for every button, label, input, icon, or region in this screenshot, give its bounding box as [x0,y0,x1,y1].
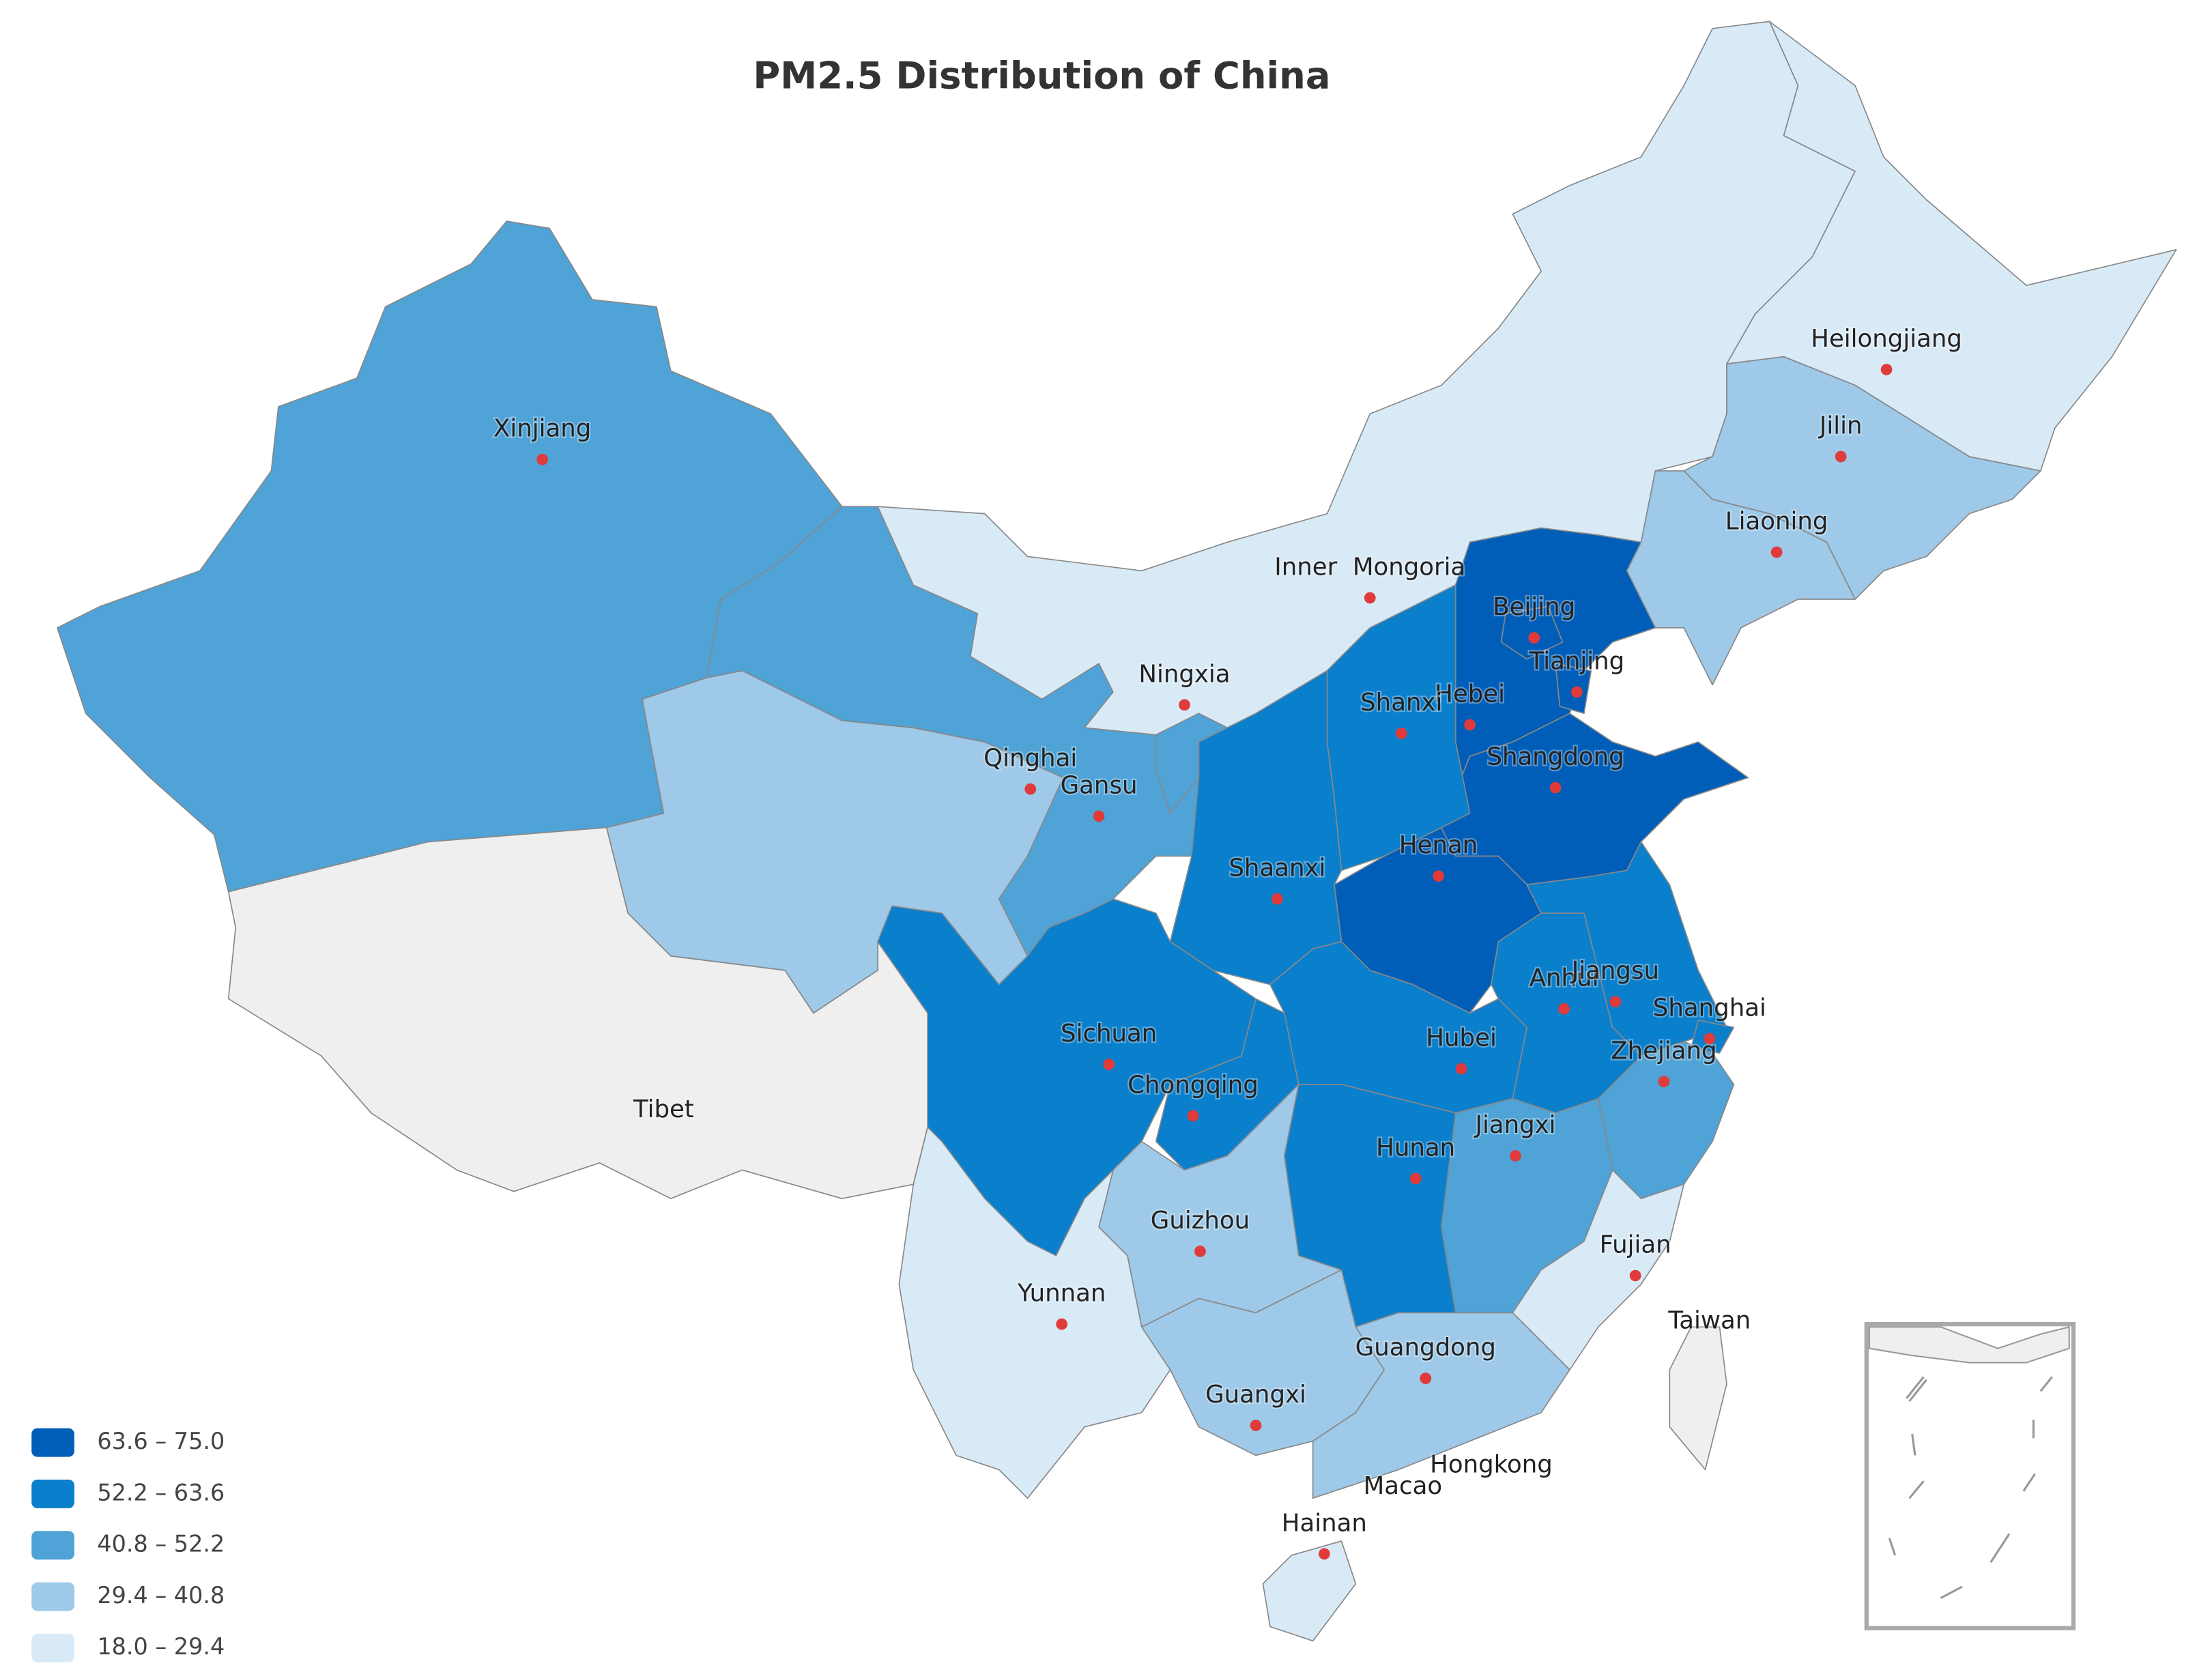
region-label: Guizhou [1151,1207,1250,1235]
legend-swatch [31,1582,74,1611]
city-dot [1629,1269,1641,1282]
region-label: Macao [1364,1472,1442,1500]
city-dot [1056,1318,1068,1330]
region-label: Shangdong [1486,743,1624,771]
region-label: Jiangxi [1474,1111,1555,1139]
region-label: Inner Mongoria [1274,553,1465,581]
legend-swatch [31,1531,74,1560]
region-label: Anhui [1529,964,1599,992]
inset-land [1868,1325,2070,1364]
region-label: Ningxia [1138,660,1230,688]
city-dot [1510,1150,1521,1162]
city-dot [1571,686,1583,698]
legend: 63.6 – 75.0 52.2 – 63.6 40.8 – 52.2 29.4 – … [31,1428,225,1663]
city-dot [1319,1548,1330,1560]
region-label: Sichuan [1061,1020,1157,1048]
city-dot [1880,364,1893,375]
region-label: Hainan [1282,1509,1367,1537]
region-label: Liaoning [1725,508,1828,536]
city-dot [1609,996,1622,1008]
south-sea-inset [1864,1322,2076,1630]
city-dot [1179,699,1190,711]
city-dots [536,364,1893,1560]
province [1512,1169,1685,1370]
region-label: Hubei [1426,1024,1497,1052]
region-label: Taiwan [1667,1306,1751,1334]
city-dot [1250,1420,1262,1431]
region-label: Jilin [1818,412,1863,440]
region-label: Fujian [1600,1231,1671,1259]
city-dot [1364,592,1376,604]
region-label: Gansu [1061,771,1138,799]
city-dot [1770,546,1783,558]
region-label: Hebei [1435,680,1505,708]
region-label: Hunan [1376,1134,1455,1162]
region-label: Hongkong [1430,1451,1553,1479]
region-label: Jiangsu [1570,957,1659,985]
city-dot [1194,1246,1206,1257]
legend-label: 18.0 – 29.4 [97,1633,225,1660]
city-dot [1409,1173,1422,1185]
region-label: Shaanxi [1229,854,1325,882]
city-dot [1420,1372,1432,1384]
province [1683,356,2041,600]
city-dot [1704,1033,1716,1045]
region-label: Beijing [1493,593,1575,621]
region-label: Guangdong [1355,1334,1496,1362]
city-dot [1187,1110,1199,1122]
city-dot [1024,783,1037,795]
province [1669,1326,1727,1471]
legend-label: 40.8 – 52.2 [97,1531,225,1557]
city-dot [1103,1059,1115,1071]
legend-label: 52.2 – 63.6 [97,1479,225,1506]
region-label: Tibet [633,1095,694,1123]
region-label: Shanxi [1360,689,1442,717]
region-label: Shanghai [1653,994,1766,1022]
city-dot [1272,893,1283,905]
city-dot [1835,450,1847,463]
legend-swatch [31,1480,74,1508]
region-label: Yunnan [1017,1280,1106,1308]
legend-label: 29.4 – 40.8 [97,1582,225,1609]
region-label: Qinghai [983,745,1077,773]
legend-label: 63.6 – 75.0 [97,1428,225,1454]
region-label: Xinjiang [493,415,591,443]
chart-title: PM2.5 Distribution of China [753,55,1330,98]
legend-swatch [31,1633,74,1663]
inset-islands [1888,1376,2053,1599]
city-dot [1464,719,1476,731]
city-dot [1658,1076,1670,1088]
city-dot [1549,781,1562,794]
region-label: Heilongjiang [1811,325,1962,353]
city-dot [1558,1003,1570,1015]
region-label: Chongqing [1127,1071,1259,1099]
city-dot [1093,810,1105,822]
city-dot [536,453,549,465]
city-dot [1433,870,1444,882]
city-dot [1455,1063,1467,1075]
region-label: Zhejiang [1611,1037,1717,1065]
region-label: Guangxi [1205,1381,1306,1409]
city-dot [1395,728,1407,739]
province [1626,470,1856,686]
legend-swatch [31,1428,74,1457]
region-label: Tianjing [1529,648,1625,676]
province [1262,1540,1357,1642]
inset-frame [1864,1322,2076,1630]
regions [57,20,2177,1642]
region-label: Henan [1399,831,1478,859]
province [1312,1312,1570,1499]
city-dot [1528,632,1540,644]
province [1155,713,1229,814]
